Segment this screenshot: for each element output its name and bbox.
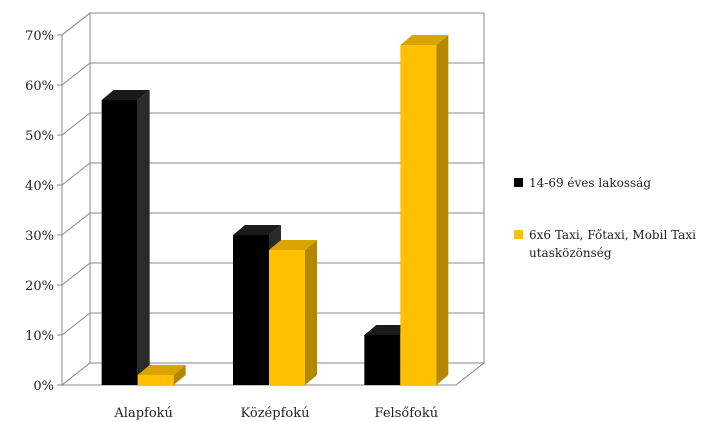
bar (137, 365, 186, 385)
bar-front (101, 100, 138, 385)
bar-side (436, 35, 449, 385)
gridline (61, 62, 484, 86)
bar (400, 35, 449, 385)
bar-side (305, 240, 317, 385)
side-wall (61, 11, 91, 387)
gridline (61, 112, 484, 136)
gridline (61, 162, 484, 186)
bar-front (364, 335, 401, 385)
gridline (61, 262, 484, 286)
gridline (61, 212, 484, 236)
y-tick-label: 40% (25, 179, 54, 194)
y-axis-ticks: 0% 10% 20% 30% 40% 50% 60% 70% (25, 29, 62, 394)
y-tick-label: 60% (25, 79, 54, 94)
bar-top (269, 240, 317, 250)
category-label: Felsőfokú (375, 406, 439, 421)
bar-side (173, 365, 186, 385)
y-tick-label: 50% (25, 129, 54, 144)
bar (269, 240, 317, 385)
bar-top (137, 365, 186, 375)
y-tick-label: 10% (25, 329, 54, 344)
legend-swatch (514, 230, 523, 239)
bar-front (137, 375, 174, 385)
legend-swatch (514, 178, 523, 187)
bars (101, 35, 449, 385)
legend: 14-69 éves lakosság 6x6 Taxi, Főtaxi, Mob… (514, 176, 696, 260)
legend-label: 14-69 éves lakosság (529, 176, 651, 190)
gridline (61, 12, 484, 36)
bar-top (233, 225, 281, 235)
x-axis-categories: Alapfokú Középfokú Felsőfokú (113, 406, 438, 421)
legend-label: utasközönség (529, 246, 612, 260)
bar-front (269, 250, 305, 385)
category-label: Alapfokú (113, 406, 173, 421)
legend-label: 6x6 Taxi, Főtaxi, Mobil Taxi (529, 228, 696, 242)
gridline (61, 312, 484, 336)
y-tick-label: 0% (33, 379, 54, 394)
bar-front (233, 235, 269, 385)
bar-front (400, 45, 437, 385)
bar-side (137, 90, 150, 385)
bar-top (400, 35, 449, 45)
category-label: Középfokú (241, 406, 310, 421)
y-tick-label: 20% (25, 279, 54, 294)
gridlines (61, 12, 484, 336)
y-tick-label: 70% (25, 29, 54, 44)
bar (101, 90, 150, 385)
y-tick-label: 30% (25, 229, 54, 244)
bar-top (101, 90, 150, 100)
